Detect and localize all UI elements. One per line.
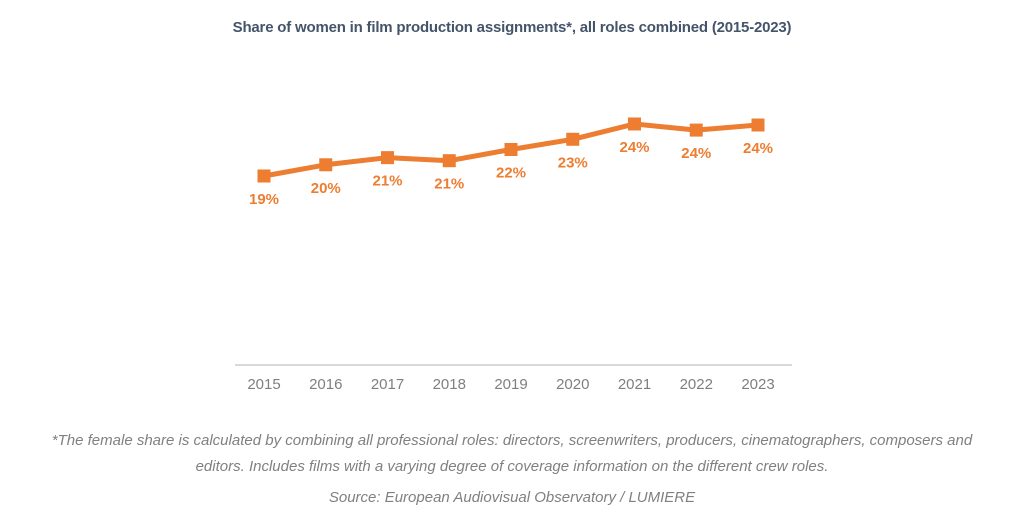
data-label: 24%: [681, 145, 711, 162]
source-line: Source: European Audiovisual Observatory…: [328, 489, 696, 506]
data-label: 20%: [311, 180, 341, 197]
footnote: *The female share is calculated by combi…: [12, 428, 1012, 480]
x-axis-tick-label: 2023: [741, 376, 774, 393]
data-label: 21%: [434, 176, 464, 193]
data-point-marker: [257, 169, 271, 183]
data-point-marker: [628, 117, 641, 131]
data-point-marker: [319, 158, 333, 172]
data-point-marker: [689, 123, 703, 137]
x-axis-tick-label: 2016: [309, 376, 342, 393]
chart-title: Share of women in film production assign…: [232, 19, 792, 36]
data-point-marker: [504, 142, 518, 156]
x-axis-tick-label: 2021: [618, 376, 651, 393]
data-point-marker: [381, 151, 394, 165]
data-label: 24%: [743, 140, 773, 157]
footnote-line-2: editors. Includes films with a varying d…: [195, 458, 829, 475]
data-point-marker: [442, 154, 456, 168]
data-label: 19%: [249, 191, 279, 208]
data-label: 23%: [558, 154, 588, 171]
x-axis-tick-label: 2017: [371, 376, 404, 393]
data-label: 21%: [372, 173, 402, 190]
x-axis-tick-label: 2015: [247, 376, 280, 393]
x-axis-tick-label: 2020: [556, 376, 589, 393]
data-label: 22%: [496, 164, 526, 181]
x-axis-tick-label: 2018: [433, 376, 466, 393]
data-label: 24%: [619, 139, 649, 156]
data-point-marker: [751, 118, 765, 132]
data-point-marker: [566, 132, 580, 146]
x-axis-tick-label: 2022: [680, 376, 713, 393]
x-axis-tick-label: 2019: [494, 376, 527, 393]
footnote-line-1: *The female share is calculated by combi…: [51, 432, 973, 449]
